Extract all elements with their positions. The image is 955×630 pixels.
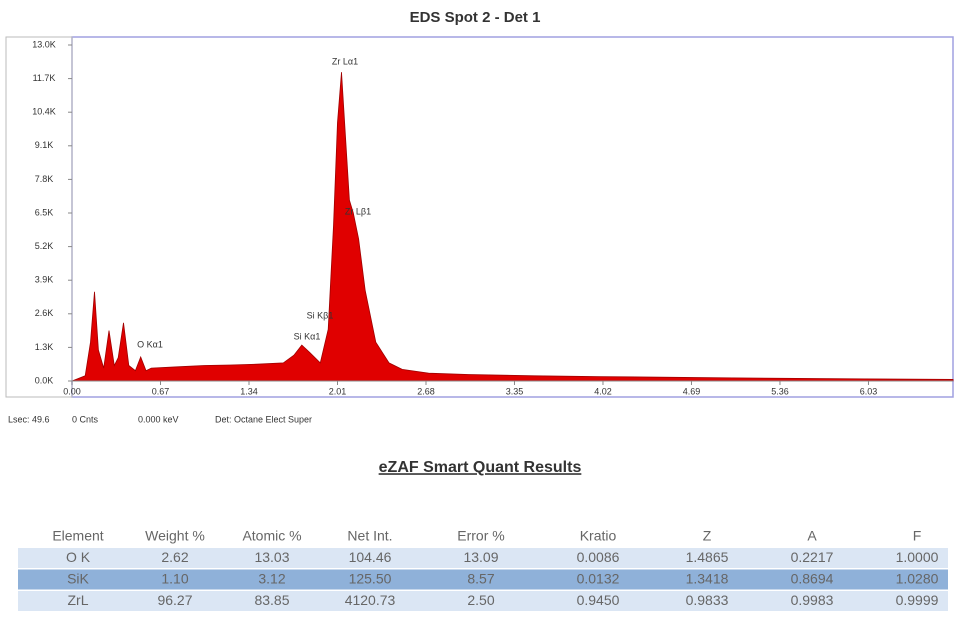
table-cell: 3.12: [258, 571, 285, 587]
table-cell: O K: [66, 549, 91, 565]
table-row: [18, 591, 948, 611]
peak-label: Si Kβ1: [307, 310, 334, 320]
y-tick-label: 10.4K: [32, 107, 56, 117]
table-cell: 0.9833: [686, 592, 729, 608]
table-header: A: [807, 528, 817, 544]
peak-label: O Kα1: [137, 339, 163, 349]
table-cell: 13.09: [463, 549, 498, 565]
y-tick-label: 5.2K: [35, 241, 54, 251]
peak-label: Zr Lβ1: [345, 206, 371, 216]
status-text: Lsec: 49.6: [8, 414, 50, 424]
peak-label: Si Kα1: [294, 331, 321, 341]
table-cell: 1.0280: [896, 571, 939, 587]
table-cell: 0.9983: [791, 592, 834, 608]
status-text: Det: Octane Elect Super: [215, 414, 312, 424]
axis-frame: [5, 36, 73, 398]
table-cell: 0.9999: [896, 592, 939, 608]
y-tick-label: 6.5K: [35, 207, 54, 217]
status-text: 0.000 keV: [138, 414, 179, 424]
plot-frame: [71, 36, 954, 398]
x-tick-label: 2.01: [329, 386, 347, 396]
x-tick-label: 0.67: [152, 386, 170, 396]
spectrum: [71, 72, 954, 382]
y-tick-label: 3.9K: [35, 275, 54, 285]
table-row: [18, 569, 948, 590]
y-tick-label: 1.3K: [35, 342, 54, 352]
table-cell: 0.0086: [577, 549, 620, 565]
y-tick-label: 7.8K: [35, 174, 54, 184]
x-tick-label: 2.68: [417, 386, 435, 396]
y-tick-label: 11.7K: [33, 73, 56, 83]
table-header: Error %: [457, 528, 504, 544]
x-tick-label: 1.34: [240, 386, 258, 396]
table-header: Atomic %: [242, 528, 301, 544]
table-cell: 13.03: [254, 549, 289, 565]
table-header: Weight %: [145, 528, 205, 544]
table-cell: 2.62: [161, 549, 188, 565]
x-tick-label: 6.03: [860, 386, 878, 396]
table-cell: 2.50: [467, 592, 494, 608]
table-cell: 1.0000: [896, 549, 939, 565]
table-cell: ZrL: [68, 592, 89, 608]
peak-label: Zr Lα1: [332, 56, 358, 66]
table-cell: 0.2217: [791, 549, 834, 565]
table-cell: 1.3418: [686, 571, 729, 587]
y-tick-label: 9.1K: [35, 140, 54, 150]
table-cell: 1.4865: [686, 549, 729, 565]
table-cell: 83.85: [254, 592, 289, 608]
table-cell: SiK: [67, 571, 89, 587]
table-cell: 104.46: [349, 549, 392, 565]
chart-title: EDS Spot 2 - Det 1: [410, 9, 541, 26]
y-tick-label: 0.0K: [35, 375, 54, 385]
table-cell: 125.50: [349, 571, 392, 587]
table-header: Z: [703, 528, 712, 544]
x-tick-label: 4.02: [594, 386, 612, 396]
table-cell: 1.10: [161, 571, 188, 587]
table-title: eZAF Smart Quant Results: [379, 459, 582, 476]
status-text: 0 Cnts: [72, 414, 99, 424]
x-tick-label: 4.69: [683, 386, 701, 396]
table-cell: 0.0132: [577, 571, 620, 587]
table-header: Element: [52, 528, 103, 544]
y-tick-label: 13.0K: [32, 39, 56, 49]
table-header: Kratio: [580, 528, 617, 544]
table-header: F: [913, 528, 922, 544]
table-row: [18, 548, 948, 568]
x-tick-label: 5.36: [771, 386, 789, 396]
table-cell: 4120.73: [345, 592, 396, 608]
x-tick-label: 0.00: [63, 386, 81, 396]
x-tick-label: 3.35: [506, 386, 524, 396]
table-cell: 8.57: [467, 571, 494, 587]
table-cell: 0.8694: [791, 571, 834, 587]
table-cell: 0.9450: [577, 592, 620, 608]
table-header: Net Int.: [347, 528, 392, 544]
table-cell: 96.27: [157, 592, 192, 608]
y-tick-label: 2.6K: [35, 308, 54, 318]
